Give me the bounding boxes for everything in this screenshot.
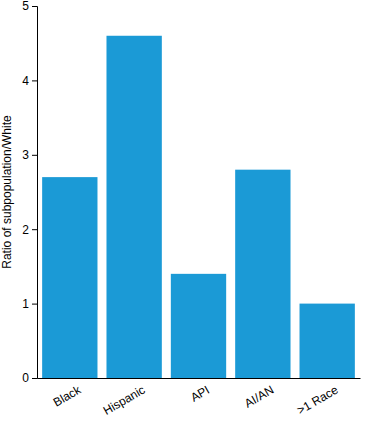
bar [106,36,161,378]
y-tick: 3 [22,148,37,162]
bar [300,304,355,378]
chart: 0 1 2 3 4 5 Black Hispanic API AI/AN >1 Race Ratio … [0,0,367,427]
x-tick: AI/AN [242,383,276,411]
x-tick: Black [51,382,84,409]
y-tick-label: 5 [22,0,29,13]
bar [171,274,226,378]
x-axis: Black Hispanic API AI/AN >1 Race [38,379,361,418]
y-tick: 0 [22,371,37,385]
y-tick-mark [32,80,37,81]
y-tick: 4 [22,74,37,88]
plot: 0 1 2 3 4 5 Black Hispanic API AI/AN >1 Race [22,0,360,418]
x-axis-line [38,378,361,379]
y-tick: 5 [22,0,37,13]
y-axis: 0 1 2 3 4 5 [22,0,37,385]
x-tick: API [188,383,212,405]
y-axis-line [32,7,38,379]
y-tick: 2 [22,223,37,237]
x-tick-label: Black [51,382,84,409]
x-tick-label: AI/AN [242,383,276,411]
y-tick-label: 0 [22,371,29,385]
y-tick-label: 4 [22,74,29,88]
bars [42,36,355,378]
x-tick-label: API [188,383,212,405]
y-tick-mark [32,6,37,7]
x-tick: Hispanic [101,383,148,418]
y-tick-mark [32,304,37,305]
y-tick: 1 [22,297,37,311]
y-tick-label: 2 [22,223,29,237]
y-tick-label: 1 [22,297,29,311]
y-tick-mark [32,155,37,156]
y-tick-mark [32,378,37,379]
y-axis-title: Ratio of subpopulation/White [0,115,14,269]
x-tick-label: Hispanic [101,383,148,418]
x-tick: >1 Race [295,383,341,418]
bar [235,170,290,378]
x-tick-label: >1 Race [295,383,341,418]
y-tick-label: 3 [22,148,29,162]
y-tick-mark [32,229,37,230]
bar [42,177,97,378]
